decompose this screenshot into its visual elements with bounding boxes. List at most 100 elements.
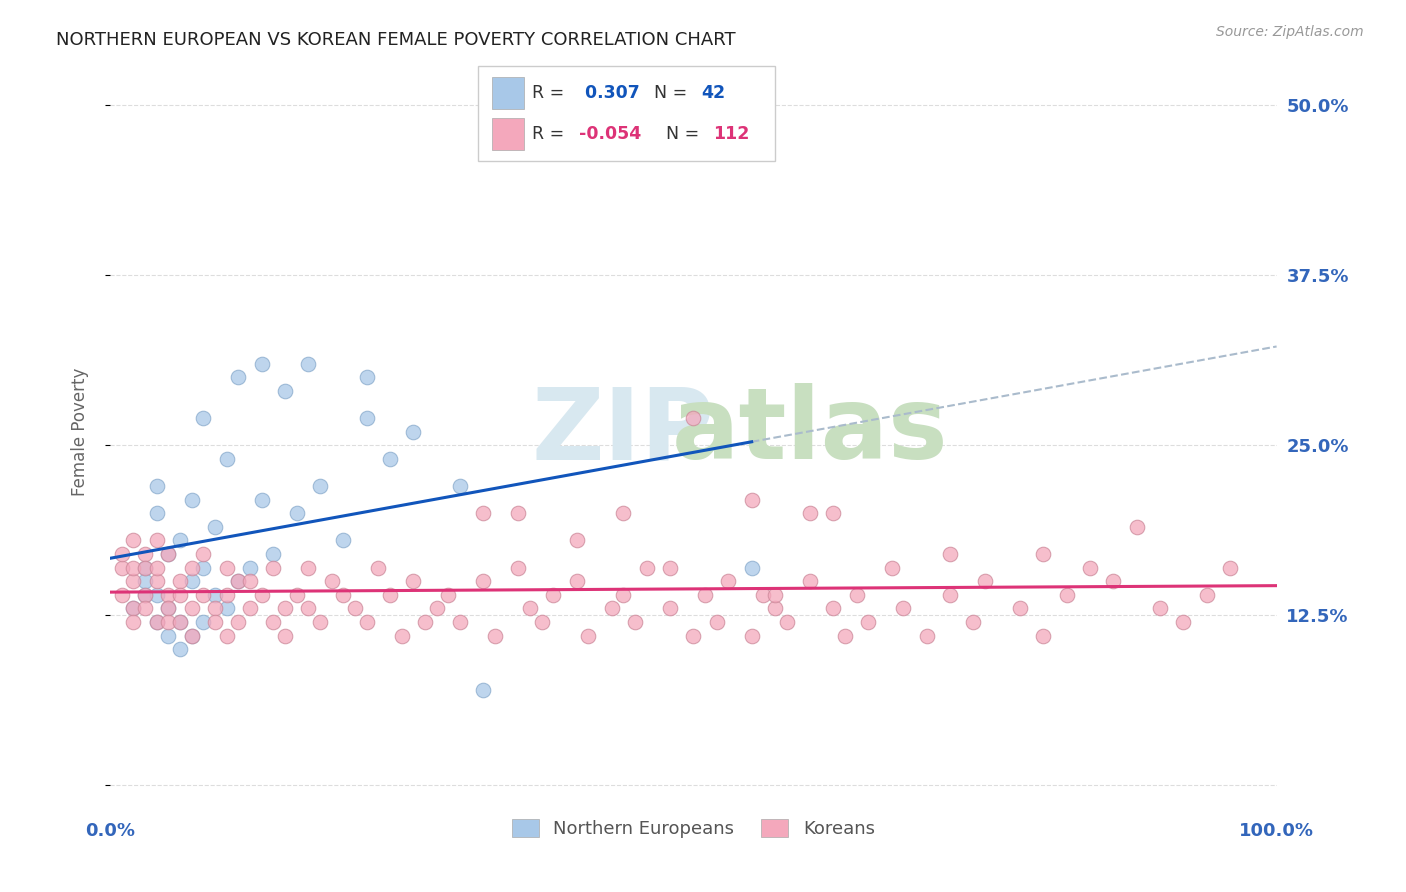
Point [297,357,319,371]
Point [834,629,856,643]
Point [274,384,297,398]
Point [215,451,238,466]
Point [134,560,156,574]
Point [169,588,191,602]
Text: 0.307: 0.307 [579,84,640,102]
Point [274,601,297,615]
Point [111,547,134,561]
Point [1032,629,1054,643]
Point [799,574,821,589]
Point [193,560,215,574]
Point [204,615,226,629]
Point [472,683,495,698]
Point [682,629,704,643]
Point [776,615,799,629]
Point [915,629,938,643]
Point [145,615,167,629]
Point [180,629,202,643]
Point [274,629,297,643]
Point [145,479,167,493]
Point [157,588,180,602]
Point [134,560,156,574]
Point [939,547,962,561]
Point [122,560,145,574]
Point [169,574,191,589]
Point [122,601,145,615]
Point [180,601,202,615]
Point [741,560,763,574]
Point [543,588,565,602]
Point [449,479,471,493]
Point [157,547,180,561]
Text: N =: N = [643,84,693,102]
FancyBboxPatch shape [478,66,775,161]
FancyBboxPatch shape [492,119,524,151]
Point [228,615,250,629]
Point [1125,520,1147,534]
Point [565,574,588,589]
Point [472,574,495,589]
Point [624,615,647,629]
Point [858,615,880,629]
Point [239,560,262,574]
Point [508,560,530,574]
Point [741,629,763,643]
Point [111,560,134,574]
Point [193,547,215,561]
Point [157,629,180,643]
Point [169,615,191,629]
Point [332,533,354,548]
Point [378,451,401,466]
Point [250,588,273,602]
Point [193,615,215,629]
Point [565,533,588,548]
Point [157,601,180,615]
Point [145,506,167,520]
Point [157,601,180,615]
Text: 42: 42 [702,84,725,102]
Point [344,601,367,615]
Point [215,629,238,643]
Point [332,588,354,602]
Point [472,506,495,520]
Point [1102,574,1125,589]
Point [799,506,821,520]
Point [1078,560,1101,574]
Point [659,560,682,574]
Point [204,588,226,602]
Point [752,588,775,602]
Point [122,574,145,589]
Point [228,574,250,589]
Point [530,615,553,629]
Point [122,615,145,629]
Point [367,560,389,574]
Text: NORTHERN EUROPEAN VS KOREAN FEMALE POVERTY CORRELATION CHART: NORTHERN EUROPEAN VS KOREAN FEMALE POVER… [56,31,735,49]
Text: ZIP: ZIP [531,384,714,480]
Point [134,601,156,615]
Text: -0.054: -0.054 [579,126,641,144]
Point [939,588,962,602]
Point [262,547,284,561]
Point [741,492,763,507]
Point [413,615,436,629]
Point [215,560,238,574]
Point [297,560,319,574]
Point [134,588,156,602]
Point [519,601,541,615]
Point [659,601,682,615]
Point [823,506,845,520]
Point [1219,560,1241,574]
Point [180,560,202,574]
Point [157,547,180,561]
Point [449,615,471,629]
Point [157,615,180,629]
Point [134,574,156,589]
Text: R =: R = [533,126,569,144]
Point [508,506,530,520]
Point [204,601,226,615]
Point [309,615,332,629]
Point [763,601,786,615]
Point [309,479,332,493]
Point [134,588,156,602]
Point [180,574,202,589]
